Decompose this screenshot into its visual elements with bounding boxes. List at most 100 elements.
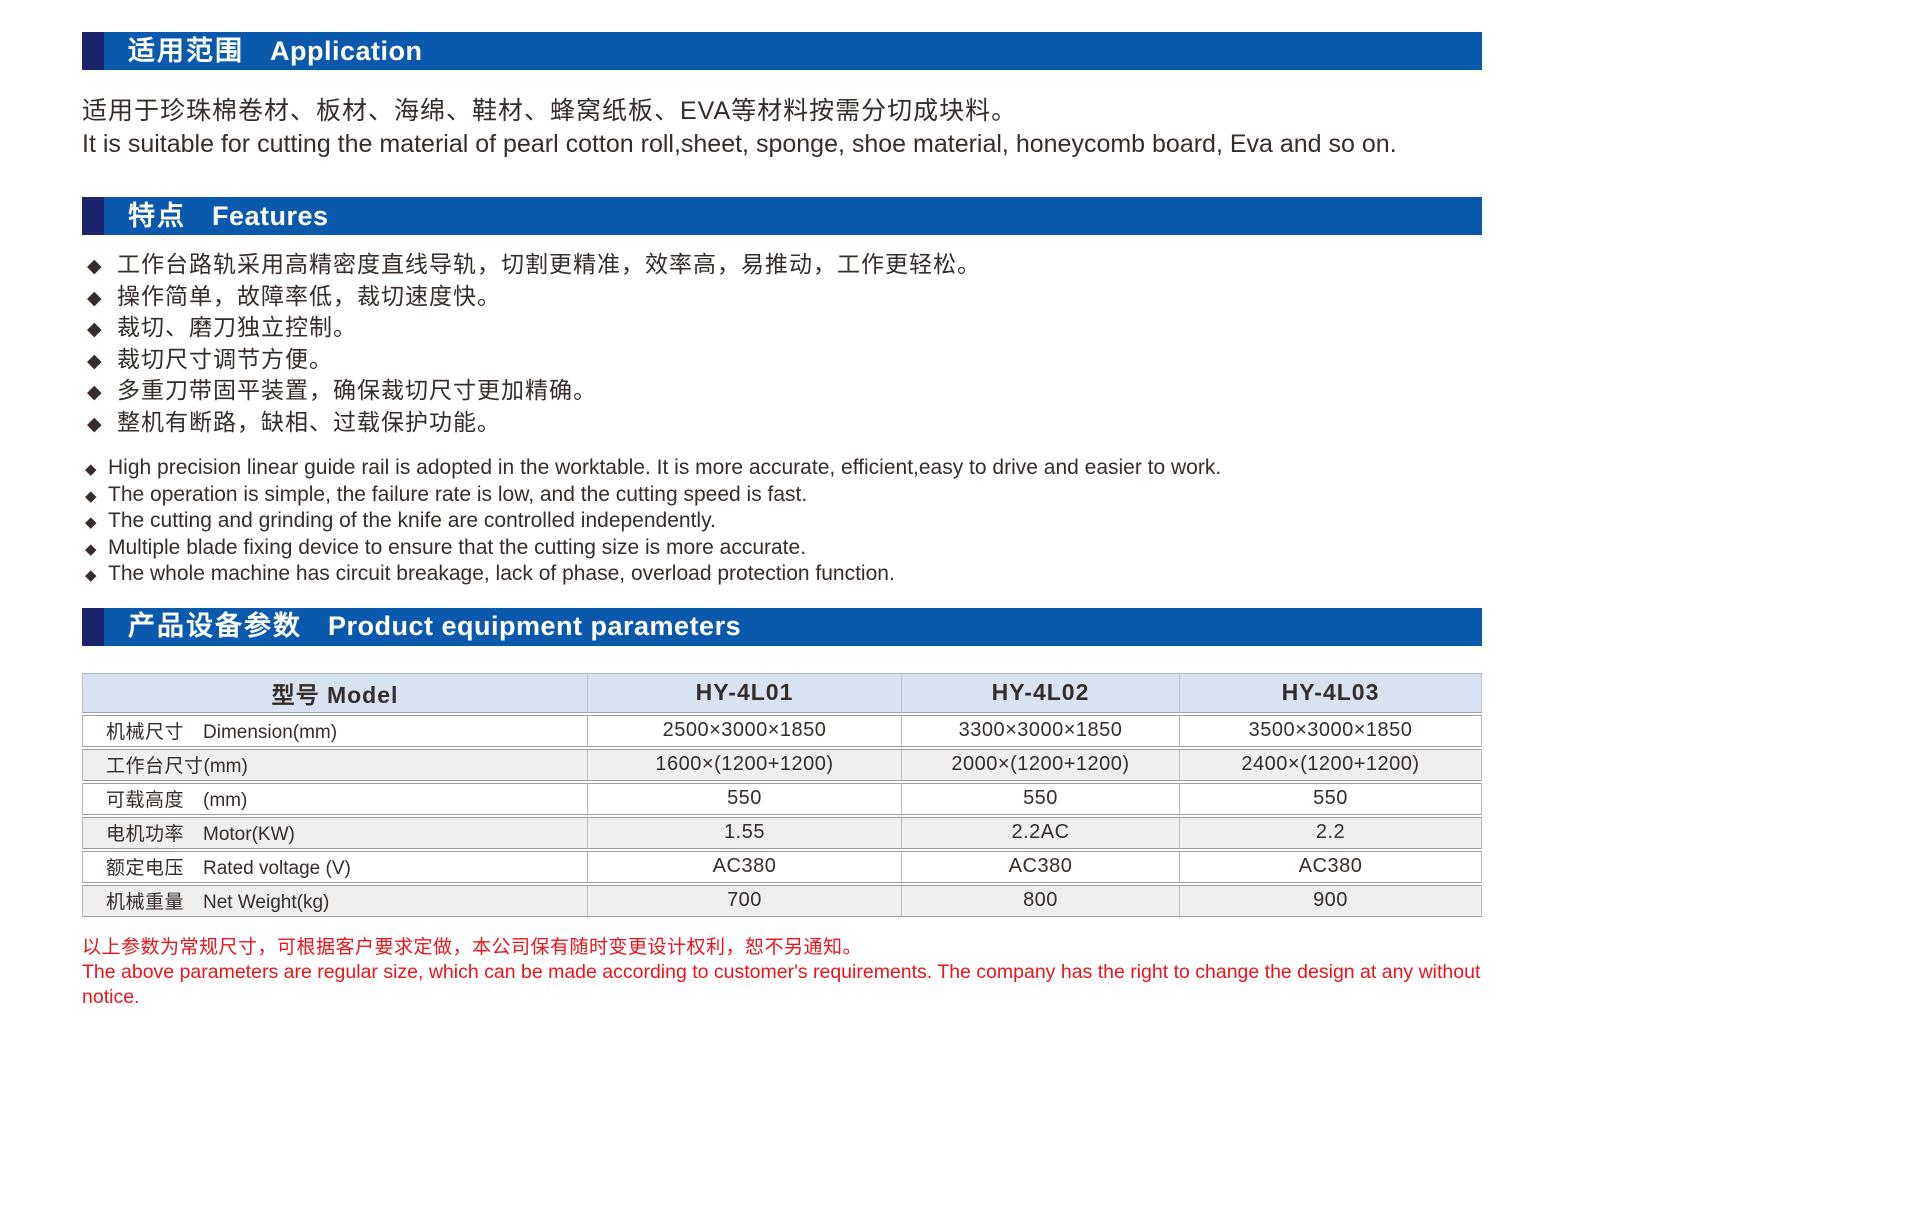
feature-text: The operation is simple, the failure rat… (108, 482, 808, 506)
row-label-cell: 可载高度 (mm) (82, 782, 588, 815)
feature-text: The cutting and grinding of the knife ar… (108, 509, 716, 532)
feature-text: 操作简单，故障率低，裁切速度快。 (117, 282, 501, 309)
model-name-cell: HY-4L01 (588, 672, 902, 713)
row-label-en: Dimension(mm) (203, 722, 338, 743)
value-cell: 3300×3000×1850 (902, 714, 1180, 747)
table-row: 机械重量 Net Weight(kg) 700 800 900 (82, 884, 1482, 917)
model-label-en: Model (326, 681, 399, 708)
header-accent-block (82, 197, 104, 235)
value-cell: 2.2 (1180, 816, 1482, 849)
row-label-en: Motor(KW) (203, 824, 295, 845)
feature-text: Multiple blade fixing device to ensure t… (108, 535, 807, 559)
diamond-bullet-icon: ◆ (87, 319, 102, 340)
table-row: 可载高度 (mm) 550 550 550 (82, 782, 1482, 815)
feature-text: 工作台路轨采用高精密度直线导轨，切割更精准，效率高，易推动，工作更轻松。 (117, 251, 981, 277)
value-cell: 2.2AC (902, 816, 1180, 849)
diamond-bullet-icon: ◆ (85, 567, 97, 584)
table-row: 机械尺寸 Dimension(mm) 2500×3000×1850 3300×30… (82, 714, 1482, 747)
row-label-en: (mm) (203, 756, 248, 777)
diamond-bullet-icon: ◆ (87, 256, 102, 277)
header-accent-block (82, 607, 104, 646)
feature-item-zh: ◆ 裁切、磨刀独立控制。 (82, 313, 1482, 345)
diamond-bullet-icon: ◆ (85, 487, 97, 505)
feature-item-zh: ◆ 操作简单，故障率低，裁切速度快。 (82, 282, 1482, 314)
model-header-cell: 型号 Model (82, 672, 588, 713)
value-cell: 700 (588, 884, 902, 917)
features-section-header: 特点 Features (82, 197, 1482, 235)
model-name-cell: HY-4L03 (1180, 672, 1482, 713)
row-label-en: Rated voltage (V) (203, 858, 351, 879)
row-label-zh: 机械重量 (106, 892, 185, 913)
table-row: 工作台尺寸(mm) 1600×(1200+1200) 2000×(1200+12… (82, 748, 1482, 781)
row-label-cell: 工作台尺寸(mm) (82, 748, 588, 781)
table-header-row: 型号 Model HY-4L01 HY-4L02 HY-4L03 (82, 672, 1482, 713)
value-cell: AC380 (902, 850, 1180, 883)
parameters-section-header: 产品设备参数 Product equipment parameters (82, 607, 1482, 646)
value-cell: AC380 (1180, 850, 1482, 883)
features-title-zh: 特点 (128, 200, 186, 231)
feature-item-en: ◆ Multiple blade fixing device to ensure … (82, 536, 1482, 563)
row-label-zh: 可载高度 (106, 790, 185, 811)
feature-item-en: ◆ The whole machine has circuit breakage,… (82, 562, 1482, 589)
diamond-bullet-icon: ◆ (87, 287, 102, 309)
features-list-en: ◆ High precision linear guide rail is ado… (82, 456, 1482, 589)
application-body-en: It is suitable for cutting the material … (82, 130, 1397, 158)
diamond-bullet-icon: ◆ (87, 382, 102, 403)
diamond-bullet-icon: ◆ (85, 461, 97, 478)
diamond-bullet-icon: ◆ (85, 540, 97, 558)
row-label-zh: 电机功率 (106, 824, 185, 845)
feature-text: 多重刀带固平装置，确保裁切尺寸更加精确。 (117, 377, 597, 403)
parameters-title-zh: 产品设备参数 (128, 611, 302, 641)
table-row: 电机功率 Motor(KW) 1.55 2.2AC 2.2 (82, 816, 1482, 849)
value-cell: 3500×3000×1850 (1180, 714, 1482, 747)
parameters-table: 型号 Model HY-4L01 HY-4L02 HY-4L03 机械尺寸 Dim… (82, 671, 1482, 919)
feature-text: High precision linear guide rail is adop… (108, 456, 1222, 479)
application-title-zh: 适用范围 (128, 35, 244, 66)
features-title-en: Features (212, 200, 329, 231)
value-cell: 2000×(1200+1200) (902, 748, 1180, 781)
diamond-bullet-icon: ◆ (87, 350, 102, 372)
value-cell: 2500×3000×1850 (588, 714, 902, 747)
value-cell: 1.55 (588, 816, 902, 849)
feature-text: 整机有断路，缺相、过载保护功能。 (117, 408, 501, 435)
application-body-zh: 适用于珍珠棉卷材、板材、海绵、鞋材、蜂窝纸板、EVA等材料按需分切成块料。 (82, 97, 1018, 125)
feature-item-en: ◆ The operation is simple, the failure ra… (82, 483, 1482, 510)
row-label-en: (mm) (203, 790, 248, 811)
features-list-zh: ◆ 工作台路轨采用高精密度直线导轨，切割更精准，效率高，易推动，工作更轻松。 ◆ 操… (82, 250, 1482, 439)
value-cell: 900 (1180, 884, 1482, 917)
row-label-en: Net Weight(kg) (203, 892, 330, 913)
application-title-en: Application (270, 35, 423, 66)
row-label-cell: 机械重量 Net Weight(kg) (82, 884, 588, 917)
row-label-zh: 额定电压 (106, 858, 185, 879)
diamond-bullet-icon: ◆ (87, 413, 102, 435)
feature-text: 裁切尺寸调节方便。 (117, 345, 333, 372)
content-column: 适用范围 Application 适用于珍珠棉卷材、板材、海绵、鞋材、蜂窝纸板、… (82, 0, 1482, 1010)
feature-item-en: ◆ The cutting and grinding of the knife a… (82, 509, 1482, 536)
value-cell: 550 (902, 782, 1180, 815)
value-cell: 800 (902, 884, 1180, 917)
value-cell: AC380 (588, 850, 902, 883)
header-accent-block (82, 32, 104, 70)
model-label-zh: 型号 (271, 681, 320, 708)
diamond-bullet-icon: ◆ (85, 514, 97, 531)
parameters-title-en: Product equipment parameters (328, 611, 742, 641)
row-label-cell: 电机功率 Motor(KW) (82, 816, 588, 849)
parameters-section: 产品设备参数 Product equipment parameters 型号 M… (82, 607, 1482, 1010)
feature-item-zh: ◆ 多重刀带固平装置，确保裁切尺寸更加精确。 (82, 376, 1482, 408)
table-row: 额定电压 Rated voltage (V) AC380 AC380 AC380 (82, 850, 1482, 883)
feature-item-zh: ◆ 工作台路轨采用高精密度直线导轨，切割更精准，效率高，易推动，工作更轻松。 (82, 250, 1482, 282)
value-cell: 1600×(1200+1200) (588, 748, 902, 781)
feature-item-zh: ◆ 裁切尺寸调节方便。 (82, 345, 1482, 377)
disclaimer-en: The above parameters are regular size, w… (82, 960, 1481, 1008)
application-section-header: 适用范围 Application (82, 32, 1482, 70)
row-label-cell: 机械尺寸 Dimension(mm) (82, 714, 588, 747)
model-name-cell: HY-4L02 (902, 672, 1180, 713)
disclaimer-zh: 以上参数为常规尺寸，可根据客户要求定做，本公司保有随时变更设计权利，恕不另通知。 (82, 936, 863, 958)
feature-item-en: ◆ High precision linear guide rail is ado… (82, 456, 1482, 483)
feature-text: The whole machine has circuit breakage, … (108, 562, 895, 585)
row-label-zh: 工作台尺寸 (106, 756, 204, 777)
row-label-zh: 机械尺寸 (106, 722, 185, 743)
application-section: 适用范围 Application 适用于珍珠棉卷材、板材、海绵、鞋材、蜂窝纸板、… (82, 32, 1482, 161)
value-cell: 550 (1180, 782, 1482, 815)
feature-item-zh: ◆ 整机有断路，缺相、过载保护功能。 (82, 408, 1482, 440)
